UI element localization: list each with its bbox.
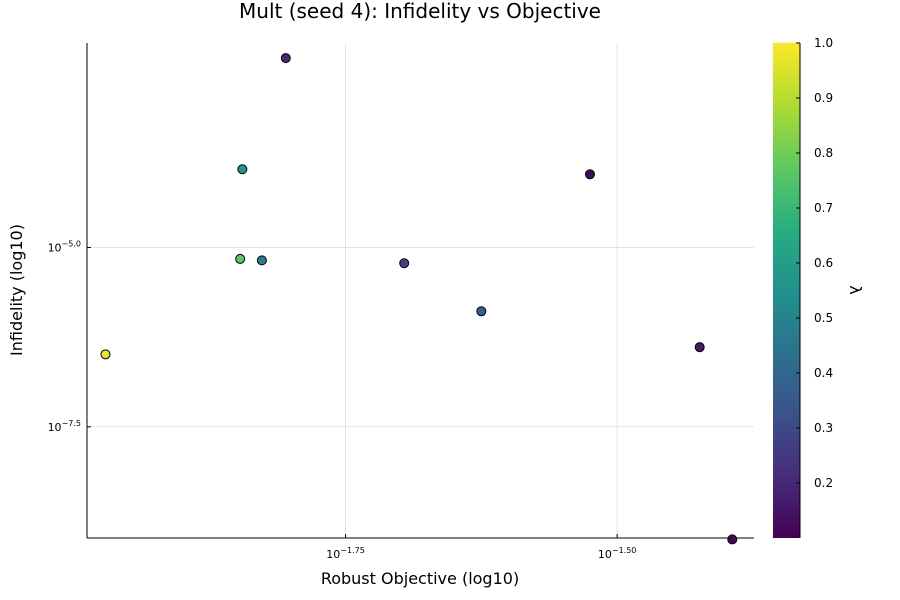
data-point — [399, 258, 410, 269]
grid-lines — [87, 43, 754, 538]
colorbar-ticks: 0.2 0.3 0.4 0.5 0.6 0.7 0.8 0.9 1.0 — [796, 36, 833, 490]
x-tick-label: 10−1.75 — [326, 546, 365, 561]
colorbar-tick-label: 0.8 — [814, 146, 833, 160]
data-point — [476, 306, 487, 317]
x-ticks: 10−1.75 10−1.50 — [326, 534, 636, 561]
colorbar-tick-label: 0.3 — [814, 421, 833, 435]
data-point — [235, 253, 246, 264]
data-point — [256, 255, 267, 266]
colorbar-tick-label: 0.2 — [814, 476, 833, 490]
colorbar-tick-label: 0.7 — [814, 201, 833, 215]
chart-title: Mult (seed 4): Infidelity vs Objective — [239, 0, 601, 23]
colorbar-tick-label: 0.9 — [814, 91, 833, 105]
data-point — [237, 164, 248, 175]
colorbar-tick-label: 0.5 — [814, 311, 833, 325]
colorbar-tick-label: 0.4 — [814, 366, 833, 380]
y-tick-label: 10−5.0 — [48, 239, 81, 254]
data-point — [100, 349, 111, 360]
colorbar-label: λ — [846, 285, 865, 294]
colorbar-gradient — [773, 43, 800, 538]
data-points — [100, 53, 738, 545]
y-ticks: 10−5.0 10−7.5 — [48, 239, 91, 434]
y-tick-label: 10−7.5 — [48, 419, 81, 434]
data-point — [727, 534, 738, 545]
data-point — [280, 53, 291, 64]
data-point — [694, 342, 705, 353]
y-axis-label: Infidelity (log10) — [7, 224, 26, 356]
data-point — [584, 169, 595, 180]
colorbar-tick-label: 1.0 — [814, 36, 833, 50]
colorbar-tick-label: 0.6 — [814, 256, 833, 270]
x-axis-label: Robust Objective (log10) — [321, 569, 519, 588]
x-tick-label: 10−1.50 — [598, 546, 637, 561]
